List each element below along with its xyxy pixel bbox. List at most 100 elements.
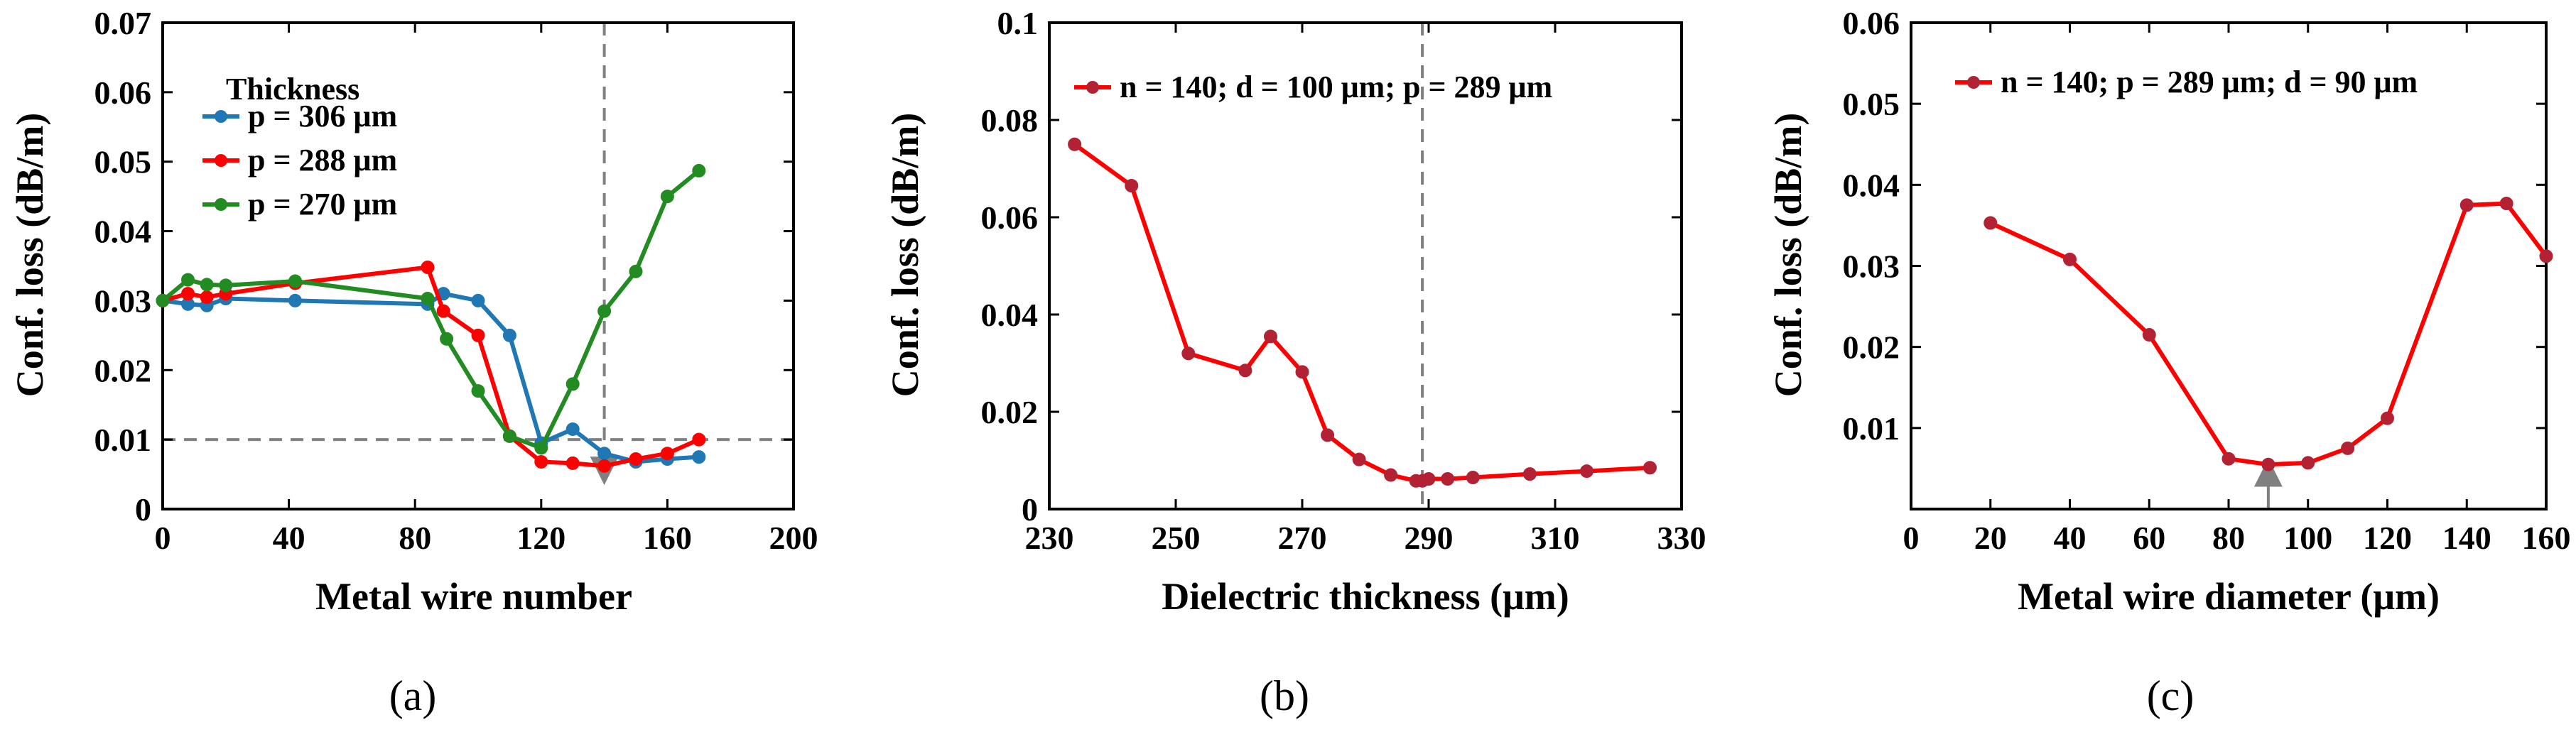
plot-frame (161, 21, 795, 510)
data-point (2301, 456, 2315, 470)
x-axis-title: Dielectric thickness (μm) (1162, 575, 1569, 618)
data-point (2261, 457, 2275, 471)
data-point (2539, 249, 2553, 263)
data-point (1984, 216, 1998, 230)
panel-label: (c) (2147, 672, 2195, 719)
panel-label: (a) (389, 672, 437, 719)
data-point (2459, 198, 2474, 212)
x-tick-label: 310 (1531, 520, 1580, 556)
data-point (1264, 329, 1277, 344)
data-point (1181, 346, 1196, 361)
x-tick-label: 40 (273, 520, 305, 556)
data-point (1295, 365, 1309, 379)
x-tick-label: 200 (769, 520, 818, 556)
chart-panel-c: Conf. loss (dB/m) Metal wire diameter (μ… (1767, 5, 2571, 719)
y-tick-label: 0.05 (1843, 86, 1900, 122)
x-tick-label: 60 (2133, 520, 2165, 556)
x-tick-label: 80 (399, 520, 431, 556)
x-tick-label: 270 (1278, 520, 1327, 556)
y-axis-title: Conf. loss (dB/m) (1767, 113, 1809, 398)
y-tick-label: 0.1 (997, 5, 1039, 41)
data-point (597, 304, 612, 318)
data-point (2142, 328, 2156, 342)
data-point (692, 450, 706, 464)
data-point (2381, 411, 2394, 425)
legend-label: n = 140; d = 100 μm; p = 289 μm (1120, 70, 1552, 104)
x-tick-label: 120 (516, 520, 565, 556)
x-tick-label: 160 (2522, 520, 2571, 556)
data-point (660, 190, 674, 204)
x-tick-label: 330 (1657, 520, 1706, 556)
y-tick-label: 0 (1022, 491, 1038, 528)
data-point (1352, 452, 1366, 466)
data-point (565, 422, 580, 436)
legend-label: p = 270 μm (248, 187, 397, 222)
data-point (156, 293, 170, 307)
panel-label: (b) (1260, 672, 1309, 719)
data-point (1125, 178, 1139, 192)
legend-swatch-marker (215, 198, 227, 211)
data-point (502, 429, 516, 443)
chart-panel-a: Conf. loss (dB/m) Metal wire number (a) … (9, 5, 818, 719)
y-tick-label: 0.03 (1843, 248, 1900, 285)
data-point (692, 432, 706, 447)
data-point (471, 328, 485, 342)
data-point (471, 384, 485, 398)
data-point (2063, 252, 2077, 266)
data-point (502, 328, 516, 342)
data-point (2221, 452, 2236, 466)
data-point (534, 454, 548, 469)
x-tick-label: 80 (2212, 520, 2245, 556)
x-tick-label: 0 (155, 520, 171, 556)
data-point (219, 278, 233, 293)
data-point (288, 293, 302, 307)
chart-panel-b: Conf. loss (dB/m) Dielectric thickness (… (884, 5, 1706, 719)
series-line (162, 291, 699, 464)
y-tick-label: 0.04 (981, 297, 1039, 333)
data-point (1580, 464, 1593, 479)
data-point (421, 291, 435, 305)
data-point (534, 441, 548, 455)
legend-swatch-marker (1967, 76, 1980, 89)
x-tick-label: 120 (2363, 520, 2412, 556)
y-tick-label: 0.08 (981, 102, 1039, 138)
data-point (1466, 470, 1480, 484)
data-point (181, 273, 195, 287)
data-point (1321, 428, 1335, 442)
x-tick-label: 140 (2442, 520, 2491, 556)
data-point (565, 377, 580, 391)
data-point (436, 304, 450, 318)
y-tick-label: 0.01 (94, 422, 152, 458)
data-point (1643, 461, 1657, 475)
data-point (565, 456, 580, 470)
x-tick-label: 160 (643, 520, 692, 556)
y-tick-label: 0.05 (94, 144, 152, 180)
y-tick-label: 0.06 (981, 200, 1039, 236)
data-point (660, 447, 674, 461)
series-line (161, 169, 700, 450)
legend-label: p = 288 μm (248, 143, 397, 177)
x-axis-title: Metal wire diameter (μm) (2018, 575, 2440, 618)
x-tick-label: 20 (1974, 520, 2007, 556)
series-line (1073, 142, 1650, 484)
data-point (2341, 441, 2355, 455)
data-point (2499, 197, 2513, 211)
x-tick-label: 40 (2054, 520, 2087, 556)
data-point (181, 287, 195, 301)
data-point (1522, 467, 1537, 481)
data-point (1441, 472, 1455, 486)
data-point (440, 332, 454, 346)
y-tick-label: 0.06 (94, 75, 152, 111)
legend-swatch-marker (1086, 81, 1099, 94)
plot-frame (1048, 21, 1683, 510)
data-point (471, 293, 485, 307)
data-point (288, 274, 302, 288)
data-point (629, 264, 643, 278)
y-tick-label: 0.03 (94, 283, 152, 319)
data-point (597, 459, 612, 473)
y-axis-title: Conf. loss (dB/m) (884, 113, 926, 398)
legend-swatch-marker (215, 110, 227, 123)
y-tick-label: 0.04 (94, 214, 152, 250)
x-tick-label: 230 (1025, 520, 1074, 556)
data-point (1384, 468, 1398, 482)
